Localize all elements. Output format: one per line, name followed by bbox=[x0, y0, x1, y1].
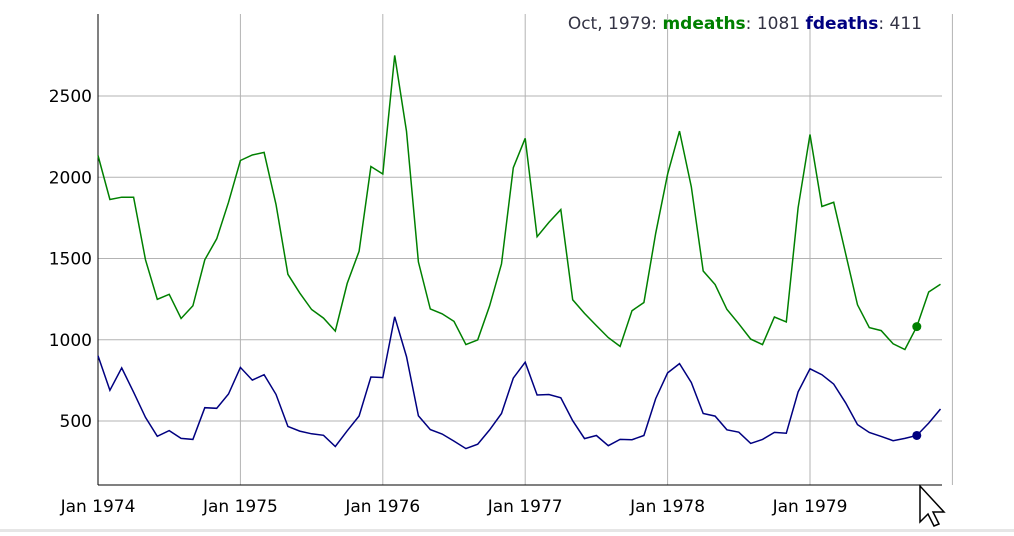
y-tick-label: 1000 bbox=[49, 331, 92, 351]
y-tick-label: 500 bbox=[60, 412, 92, 432]
legend-date: Oct, 1979 bbox=[567, 14, 652, 34]
legend-separator: : bbox=[878, 14, 890, 34]
legend-series-fdeaths-value: 411 bbox=[889, 14, 922, 34]
mouse-pointer-icon bbox=[919, 484, 946, 527]
x-tick-label: Jan 1974 bbox=[60, 497, 136, 517]
series-line-fdeaths[interactable] bbox=[97, 316, 942, 450]
bottom-divider bbox=[0, 529, 1014, 532]
hover-legend: Oct, 1979: mdeaths: 1081 fdeaths: 411 bbox=[568, 14, 922, 34]
y-tick-label: 2000 bbox=[49, 168, 92, 188]
y-tick-label: 2500 bbox=[49, 87, 92, 107]
x-tick-label: Jan 1978 bbox=[629, 497, 705, 517]
x-tick-label: Jan 1979 bbox=[772, 497, 848, 517]
x-tick-label: Jan 1977 bbox=[487, 497, 563, 517]
legend-series-mdeaths-value: 1081 bbox=[756, 14, 801, 34]
legend-series-mdeaths-label: mdeaths bbox=[662, 14, 746, 34]
legend-series-fdeaths-label: fdeaths bbox=[805, 14, 879, 34]
series-line-mdeaths[interactable] bbox=[97, 55, 941, 351]
mouse-pointer-shape bbox=[919, 484, 946, 527]
highlight-point-mdeaths bbox=[912, 322, 922, 332]
highlight-point-fdeaths bbox=[912, 430, 922, 440]
x-tick-label: Jan 1976 bbox=[344, 497, 420, 517]
legend-separator: : bbox=[745, 14, 757, 34]
x-tick-label: Jan 1975 bbox=[202, 497, 278, 517]
legend-separator: : bbox=[651, 14, 663, 34]
y-tick-label: 1500 bbox=[49, 250, 92, 270]
